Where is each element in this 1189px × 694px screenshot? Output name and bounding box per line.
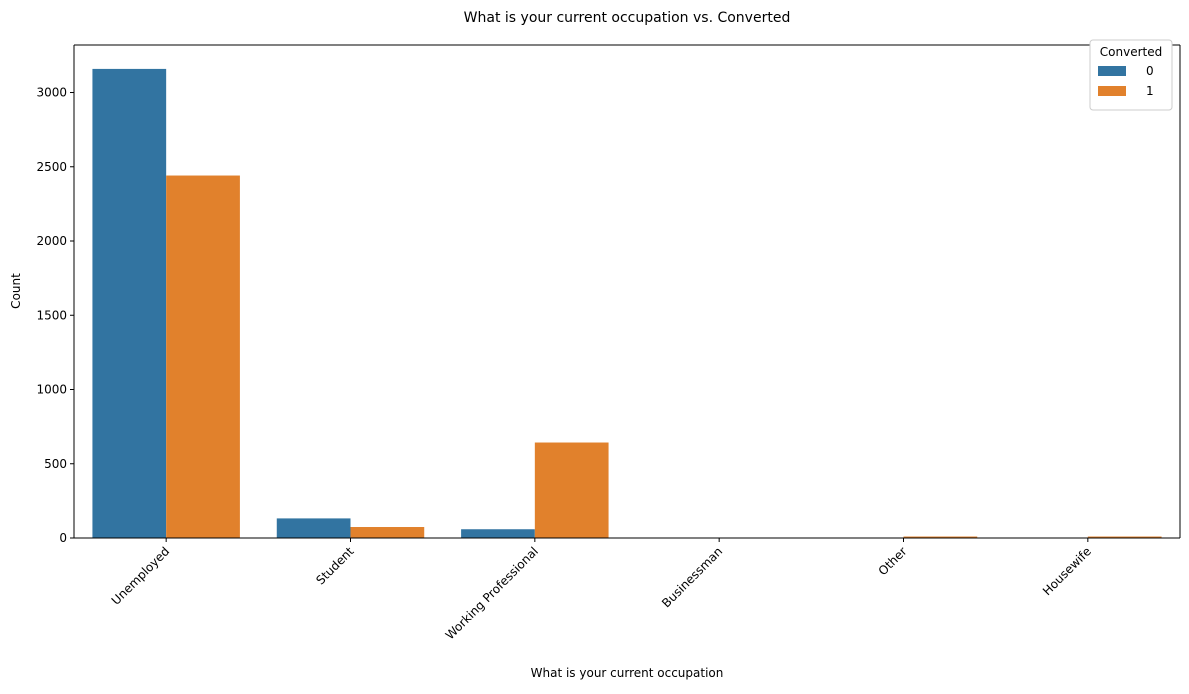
y-tick-label: 2500 [36, 160, 67, 174]
x-tick-label-other: Other [876, 544, 910, 578]
y-tick-label: 2000 [36, 234, 67, 248]
x-ticks: Unemployed Student Working Professional Bus… [109, 538, 1094, 642]
y-tick-label: 1000 [36, 383, 67, 397]
legend-label-0: 0 [1146, 64, 1154, 78]
legend-swatch-1 [1098, 86, 1126, 96]
legend-swatch-0 [1098, 66, 1126, 76]
x-tick-label-unemployed: Unemployed [109, 544, 173, 608]
bar-student-series-0 [277, 518, 351, 538]
bar-working-professional-series-1 [535, 443, 609, 538]
legend-label-1: 1 [1146, 84, 1154, 98]
chart-title: What is your current occupation vs. Conv… [464, 10, 791, 26]
bar-unemployed-series-1 [166, 176, 240, 538]
y-tick-label: 3000 [36, 86, 67, 100]
y-ticks: 0 500 1000 1500 2000 2500 3000 [36, 86, 74, 545]
y-tick-label: 1500 [36, 308, 67, 322]
bar-working-professional-series-0 [461, 529, 535, 538]
x-tick-label-businessman: Businessman [659, 544, 725, 610]
y-axis-label: Count [9, 273, 23, 309]
bars-layer [92, 69, 1161, 538]
y-tick-label: 500 [44, 457, 67, 471]
x-tick-label-housewife: Housewife [1040, 544, 1094, 598]
bar-unemployed-series-0 [92, 69, 166, 538]
x-tick-label-student: Student [313, 544, 357, 588]
legend: Converted 0 1 [1090, 40, 1172, 110]
bar-student-series-1 [351, 527, 425, 538]
x-tick-label-working-professional: Working Professional [443, 544, 541, 642]
y-tick-label: 0 [59, 531, 67, 545]
legend-title: Converted [1100, 45, 1162, 59]
x-axis-label: What is your current occupation [531, 666, 724, 680]
